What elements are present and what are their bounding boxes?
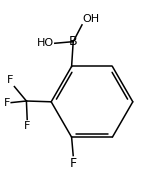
Text: OH: OH bbox=[83, 14, 100, 24]
Text: HO: HO bbox=[37, 38, 54, 48]
Text: F: F bbox=[4, 98, 10, 108]
Text: B: B bbox=[69, 35, 77, 48]
Text: F: F bbox=[70, 157, 77, 170]
Text: F: F bbox=[7, 75, 14, 85]
Text: F: F bbox=[24, 121, 30, 131]
